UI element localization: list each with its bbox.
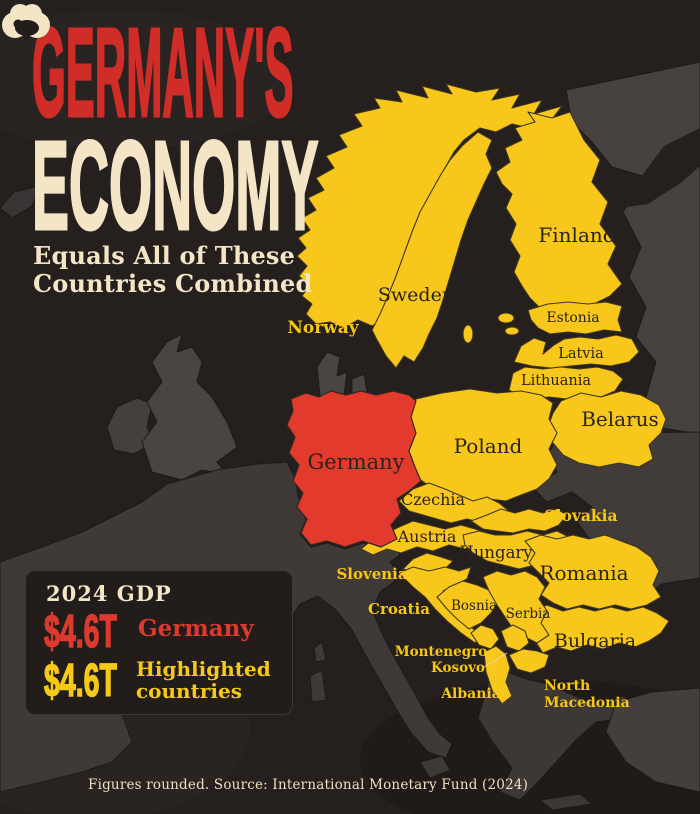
- voronoi-logo-icon: [2, 4, 50, 40]
- country-denmark: [316, 351, 348, 397]
- legend-value-highlighted: $4.6T: [44, 654, 118, 706]
- country-finland: [495, 111, 623, 315]
- legend-value-germany: $4.6T: [44, 605, 118, 657]
- country-romania: [524, 534, 662, 610]
- white-sea: [618, 128, 700, 208]
- legend-label-highlighted-line-2: countries: [136, 678, 242, 703]
- country-serbia: [482, 570, 550, 644]
- country-belarus: [546, 390, 667, 468]
- kosovo-leader-line: [483, 652, 508, 668]
- map-label-romania: Romania: [539, 561, 628, 585]
- map-label-slovenia: Slovenia: [336, 565, 407, 583]
- map-label-austria: Austria: [397, 527, 457, 546]
- island-sicily: [419, 755, 451, 779]
- island-sardinia: [309, 669, 327, 703]
- country-turkey: [605, 687, 700, 793]
- country-estonia: [527, 301, 623, 335]
- country-sweden: [371, 131, 493, 369]
- country-bosnia: [436, 580, 500, 630]
- country-north-macedonia: [508, 648, 550, 674]
- legend-label-highlighted-line-1: Highlighted: [136, 657, 271, 681]
- legend-box: 2024 GDP $4.6T Germany $4.6T Highlighted…: [25, 570, 293, 715]
- map-label-montenegro: Montenegro: [395, 644, 488, 660]
- map-label-germany: Germany: [307, 450, 404, 474]
- map-label-belarus: Belarus: [581, 407, 659, 431]
- subtitle-line-2: Countries Combined: [33, 268, 313, 298]
- highlighted-countries: [296, 83, 670, 705]
- island-crete: [539, 793, 593, 811]
- map-label-croatia: Croatia: [368, 600, 430, 618]
- map-label-lithuania: Lithuania: [521, 373, 591, 389]
- map-label-bulgaria: Bulgaria: [554, 630, 636, 652]
- map-label-bosnia: Bosnia: [451, 598, 497, 614]
- map-label-north-macedonia-1: North: [544, 678, 590, 694]
- map-label-north-macedonia-2: Macedonia: [544, 695, 630, 711]
- map-label-kosovo: Kosovo: [431, 660, 485, 676]
- legend-label-germany: Germany: [138, 615, 254, 642]
- country-bulgaria: [530, 604, 670, 654]
- country-germany: [286, 390, 422, 548]
- legend-label-highlighted: Highlighted countries: [136, 657, 271, 703]
- map-label-estonia: Estonia: [546, 310, 599, 326]
- island-saaremaa: [497, 312, 515, 324]
- legend-title: 2024 GDP: [46, 581, 172, 606]
- map-label-czechia: Czechia: [401, 490, 466, 509]
- country-iceland: [0, 185, 41, 219]
- island-corsica: [313, 641, 327, 663]
- map-label-finland: Finland: [538, 223, 615, 247]
- island-gotland: [462, 324, 474, 344]
- map-label-albania: Albania: [440, 686, 501, 702]
- island-hiiumaa: [504, 326, 520, 336]
- map-label-serbia: Serbia: [506, 606, 551, 622]
- title-line-2: ECONOMY: [31, 115, 319, 256]
- country-slovakia: [470, 508, 568, 534]
- map-label-poland: Poland: [454, 434, 523, 458]
- country-albania: [483, 645, 513, 705]
- subtitle-line-1: Equals All of These: [33, 241, 296, 270]
- map-labels: Norway Sweden Finland Estonia Latvia Lit…: [287, 223, 658, 711]
- map-label-latvia: Latvia: [558, 346, 604, 362]
- country-kosovo: [500, 624, 530, 652]
- country-montenegro: [470, 624, 500, 650]
- map-label-hungary: Hungary: [459, 543, 533, 562]
- map-label-slovakia: Slovakia: [544, 506, 617, 525]
- country-greece: [477, 666, 643, 801]
- map-label-sweden: Sweden: [378, 284, 454, 306]
- title-line-1: GERMANY'S: [31, 2, 294, 143]
- map-label-norway: Norway: [287, 318, 359, 338]
- source-note: Figures rounded. Source: International M…: [88, 777, 529, 793]
- subtitle: Equals All of These Countries Combined: [33, 242, 313, 298]
- country-latvia: [513, 334, 640, 369]
